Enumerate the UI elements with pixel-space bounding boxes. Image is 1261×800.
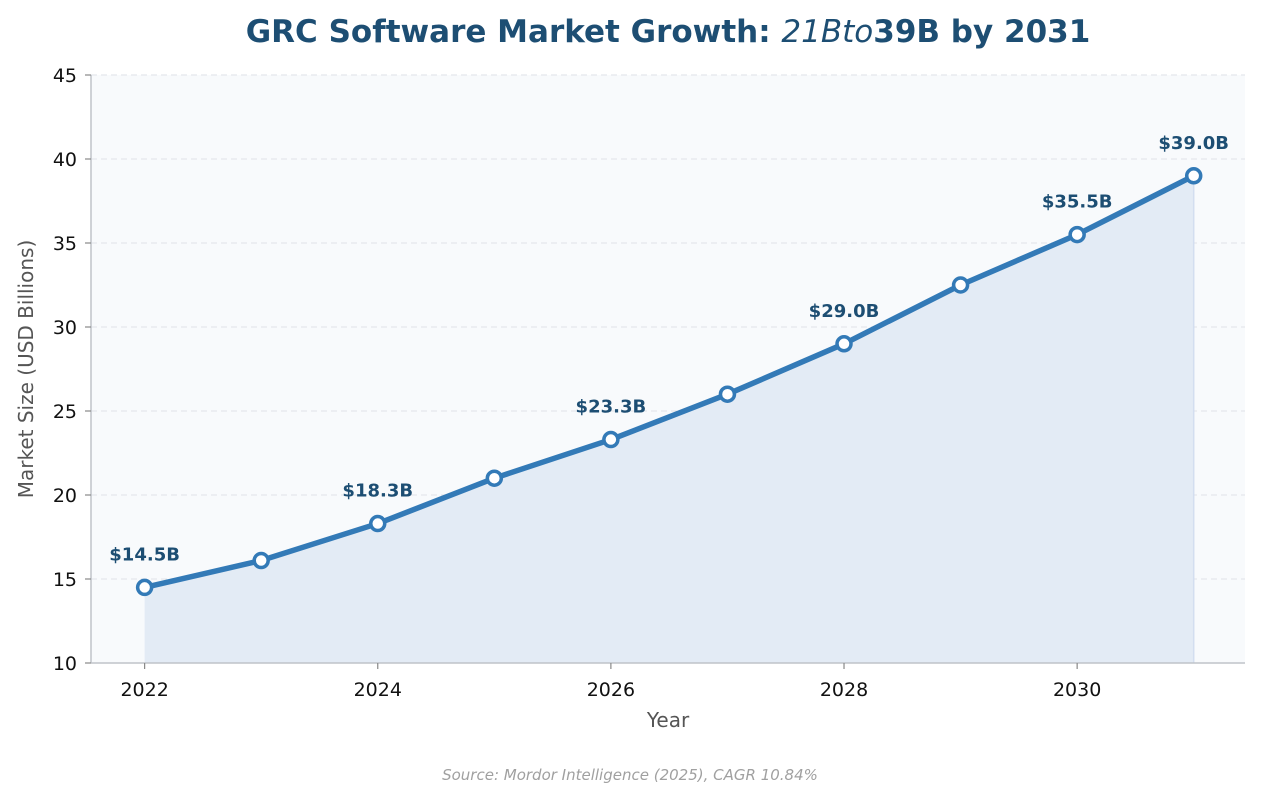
data-label: $23.3B: [576, 397, 647, 418]
chart-title: GRC Software Market Growth: 21Bto39B by …: [246, 14, 1091, 50]
data-points: [135, 167, 1203, 597]
data-point: [951, 276, 970, 294]
data-point: [835, 335, 853, 353]
y-tick-label: 35: [53, 233, 77, 255]
chart-title-part: GRC Software Market Growth:: [246, 14, 782, 50]
data-label: $35.5B: [1042, 192, 1113, 213]
chart-title-part: 39B by 2031: [873, 14, 1090, 50]
data-point: [1068, 225, 1086, 244]
data-point: [485, 469, 504, 487]
y-tick-label: 40: [53, 149, 77, 171]
data-label: $39.0B: [1158, 133, 1229, 154]
y-tick-label: 20: [53, 485, 77, 507]
x-tick-label: 2030: [1053, 679, 1101, 701]
y-tick-labels: 10 15 20 25 30 35 40 45: [53, 65, 91, 675]
y-tick-label: 10: [53, 653, 77, 675]
data-label: $18.3B: [342, 481, 413, 502]
y-tick-label: 15: [53, 569, 77, 591]
data-point: [1184, 167, 1203, 185]
data-labels: $14.5B $18.3B $23.3B $29.0B $35.5B $39.0B: [109, 133, 1229, 566]
chart-title-part: 21Bto: [781, 14, 873, 50]
y-tick-label: 45: [53, 65, 77, 87]
data-point: [369, 514, 387, 533]
x-tick-label: 2022: [120, 679, 168, 701]
source-note: Source: Mordor Intelligence (2025), CAGR…: [442, 766, 818, 784]
x-axis-label: Year: [646, 708, 690, 732]
x-tick-label: 2028: [820, 679, 868, 701]
data-label: $29.0B: [809, 301, 880, 322]
data-point: [602, 430, 620, 449]
axes: [90, 75, 1245, 664]
y-axis-label: Market Size (USD Billions): [14, 240, 38, 499]
y-tick-label: 30: [53, 317, 77, 339]
x-tick-label: 2026: [587, 679, 635, 701]
x-tick-labels: 2022 2024 2026 2028 2030: [120, 663, 1101, 701]
series-line: [141, 173, 1197, 591]
data-point: [718, 385, 737, 403]
data-point: [252, 551, 270, 570]
x-tick-label: 2024: [354, 679, 402, 701]
data-point: [135, 578, 154, 597]
data-label: $14.5B: [109, 544, 180, 565]
y-tick-label: 25: [53, 401, 77, 423]
